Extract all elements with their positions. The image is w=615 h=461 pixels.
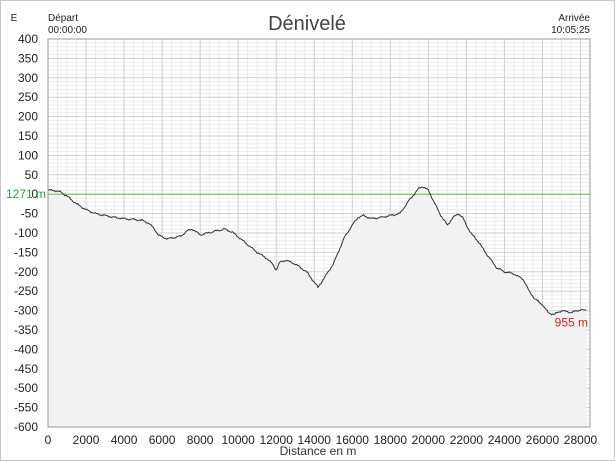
- x-tick-label: 14000: [298, 433, 332, 447]
- x-tick-label: 0: [45, 433, 52, 447]
- x-tick-label: 22000: [450, 433, 484, 447]
- y-tick-label: -100: [14, 226, 38, 240]
- plot-border: [47, 38, 591, 428]
- x-tick-label: 18000: [374, 433, 408, 447]
- x-tick-label: 6000: [149, 433, 176, 447]
- elevation-area: [48, 187, 587, 427]
- y-tick-label: -450: [14, 362, 38, 376]
- y-tick-label: -350: [14, 323, 38, 337]
- x-tick-label: 2000: [73, 433, 100, 447]
- y-tick-label: -50: [21, 207, 39, 221]
- x-axis-label: Distance en m: [280, 444, 357, 458]
- y-tick-label: 200: [18, 110, 38, 124]
- x-tick-label: 28000: [564, 433, 598, 447]
- y-tick-label: -600: [14, 420, 38, 434]
- x-tick-label: 20000: [412, 433, 446, 447]
- reference-line-label: 1271 m: [6, 187, 46, 201]
- y-tick-label: -400: [14, 342, 38, 356]
- x-axis-ticks: 0 2000 4000 6000 8000 10000 12000 14000 16000 180…: [45, 433, 598, 447]
- elevation-line: [47, 186, 587, 316]
- y-tick-label: 150: [18, 129, 38, 143]
- y-tick-label: 50: [25, 168, 39, 182]
- y-tick-label: -200: [14, 265, 38, 279]
- y-tick-label: -300: [14, 304, 38, 318]
- x-tick-label: 4000: [111, 433, 138, 447]
- x-tick-label: 10000: [221, 433, 255, 447]
- y-tick-label: -150: [14, 245, 38, 259]
- start-label: Départ: [48, 13, 78, 24]
- y-tick-label: 250: [18, 90, 38, 104]
- y-tick-label: -500: [14, 381, 38, 395]
- y-tick-label: -250: [14, 284, 38, 298]
- y-tick-label: 350: [18, 51, 38, 65]
- y-tick-label: 0: [31, 187, 38, 201]
- x-tick-label: 12000: [260, 433, 294, 447]
- start-time: 00:00:00: [48, 25, 87, 36]
- x-tick-label: 24000: [488, 433, 522, 447]
- end-time: 10:05:25: [551, 25, 590, 36]
- y-tick-label: -550: [14, 401, 38, 415]
- y-axis-ticks: 400 350 300 250 200 150 100 50 0 -50 -100 -150 -200 -…: [14, 32, 38, 434]
- y-axis-label: E: [11, 13, 18, 24]
- end-elevation-label: 955 m: [555, 316, 588, 330]
- y-tick-label: 100: [18, 148, 38, 162]
- y-tick-label: 300: [18, 71, 38, 85]
- chart-title: Dénivelé: [268, 13, 346, 35]
- y-tick-label: 400: [18, 32, 38, 46]
- end-label: Arrivée: [558, 13, 590, 24]
- x-tick-label: 16000: [336, 433, 370, 447]
- x-tick-label: 26000: [526, 433, 560, 447]
- x-tick-label: 8000: [187, 433, 214, 447]
